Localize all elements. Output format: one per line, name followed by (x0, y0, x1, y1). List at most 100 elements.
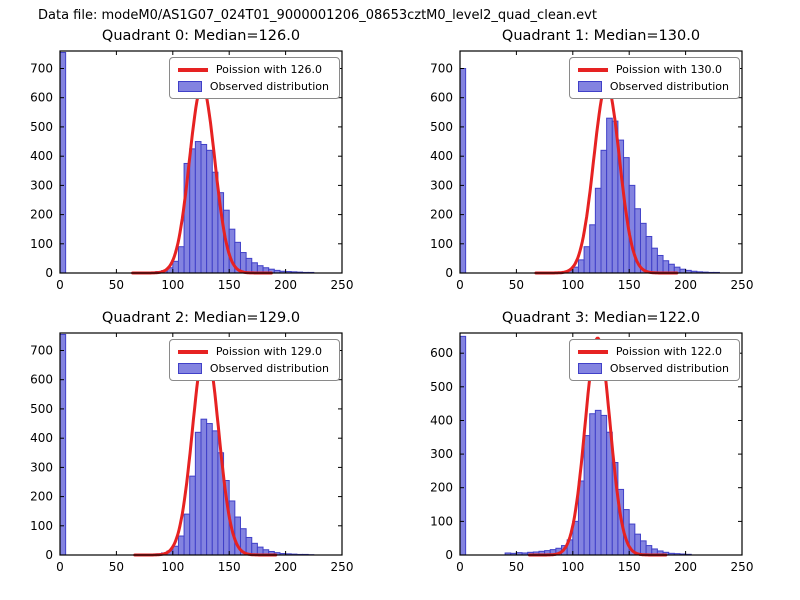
y-axis-ticks (460, 352, 742, 556)
svg-text:700: 700 (30, 62, 53, 76)
plot-canvas: 0 50 100 150 200 250 0 100 200 300 400 500 600 (400, 329, 760, 581)
svg-text:150: 150 (618, 560, 641, 574)
svg-text:300: 300 (430, 178, 453, 192)
svg-text:400: 400 (30, 431, 53, 445)
svg-text:0: 0 (56, 278, 64, 292)
legend-entry-histogram: Observed distribution (177, 80, 329, 93)
legend-entry-histogram: Observed distribution (177, 362, 329, 375)
legend-label: Poission with 122.0 (615, 345, 722, 358)
curve-line-swatch (577, 349, 608, 354)
svg-text:0: 0 (456, 560, 464, 574)
svg-text:100: 100 (430, 514, 453, 528)
legend-entry-histogram: Observed distribution (577, 80, 729, 93)
plot-area: 0 50 100 150 200 250 0 100 200 300 400 500 600 700 Po… (0, 329, 360, 581)
histogram-patch-swatch (577, 363, 602, 374)
x-axis-labels: 0 50 100 150 200 250 (456, 560, 753, 574)
x-axis-ticks (459, 333, 743, 555)
legend-label: Poission with 130.0 (615, 63, 722, 76)
legend: Poission with 129.0 Observed distributio… (168, 339, 340, 381)
svg-text:600: 600 (430, 346, 453, 360)
x-axis-labels: 0 50 100 150 200 250 (456, 278, 753, 292)
legend-entry-curve: Poission with 126.0 (177, 63, 329, 76)
svg-text:250: 250 (331, 278, 354, 292)
svg-text:700: 700 (430, 62, 453, 76)
plot-canvas: 0 50 100 150 200 250 0 100 200 300 400 500 600 700 (0, 329, 360, 581)
svg-text:200: 200 (30, 490, 53, 504)
svg-text:250: 250 (731, 278, 754, 292)
axes-frame (459, 50, 743, 274)
legend-label: Poission with 126.0 (215, 63, 322, 76)
y-axis-labels: 0 100 200 300 400 500 600 700 (30, 344, 53, 563)
y-axis-labels: 0 100 200 300 400 500 600 (430, 346, 453, 562)
svg-text:50: 50 (509, 278, 524, 292)
subplot-quadrant-0: Quadrant 0: Median=126.0 0 50 100 150 200 250… (0, 25, 400, 299)
figure-title: Data file: modeM0/AS1G07_024T01_90000012… (38, 8, 597, 23)
svg-text:250: 250 (731, 560, 754, 574)
legend-label: Observed distribution (209, 362, 329, 375)
legend-entry-curve: Poission with 122.0 (577, 345, 729, 358)
svg-text:400: 400 (30, 149, 53, 163)
x-axis-ticks (59, 51, 343, 273)
legend-entry-curve: Poission with 129.0 (177, 345, 329, 358)
svg-text:100: 100 (30, 519, 53, 533)
svg-text:600: 600 (30, 91, 53, 105)
svg-text:200: 200 (30, 208, 53, 222)
svg-text:0: 0 (56, 560, 64, 574)
svg-text:50: 50 (109, 560, 124, 574)
legend-label: Observed distribution (209, 80, 329, 93)
svg-text:500: 500 (30, 120, 53, 134)
plot-canvas: 0 50 100 150 200 250 0 100 200 300 400 500 600 700 (400, 47, 760, 299)
svg-text:200: 200 (674, 278, 697, 292)
subplot-quadrant-3: Quadrant 3: Median=122.0 0 50 100 150 200 250… (400, 307, 800, 581)
subplot-title: Quadrant 1: Median=130.0 (501, 28, 701, 44)
legend: Poission with 130.0 Observed distributio… (568, 57, 740, 99)
svg-text:200: 200 (274, 278, 297, 292)
svg-text:0: 0 (445, 266, 453, 280)
svg-text:300: 300 (430, 447, 453, 461)
svg-text:600: 600 (30, 373, 53, 387)
legend: Poission with 126.0 Observed distributio… (168, 57, 340, 99)
histogram-patch-swatch (177, 81, 202, 92)
axes-frame (459, 332, 743, 556)
legend-label: Observed distribution (609, 362, 729, 375)
svg-text:500: 500 (430, 380, 453, 394)
legend-entry-histogram: Observed distribution (577, 362, 729, 375)
svg-text:100: 100 (561, 560, 584, 574)
legend-label: Poission with 129.0 (215, 345, 322, 358)
svg-text:0: 0 (456, 278, 464, 292)
y-axis-ticks (60, 68, 342, 274)
svg-text:100: 100 (161, 278, 184, 292)
svg-text:50: 50 (509, 560, 524, 574)
svg-text:200: 200 (430, 481, 453, 495)
histogram-bars (459, 68, 720, 274)
subplot-title: Quadrant 2: Median=129.0 (101, 310, 301, 326)
subplot-title: Quadrant 0: Median=126.0 (101, 28, 301, 44)
svg-text:0: 0 (45, 266, 53, 280)
svg-text:0: 0 (45, 548, 53, 562)
subplot-quadrant-1: Quadrant 1: Median=130.0 0 50 100 150 200 250… (400, 25, 800, 299)
y-axis-labels: 0 100 200 300 400 500 600 700 (430, 62, 453, 281)
curve-line-swatch (177, 67, 208, 72)
legend-entry-curve: Poission with 130.0 (577, 63, 729, 76)
svg-text:700: 700 (30, 344, 53, 358)
legend: Poission with 122.0 Observed distributio… (568, 339, 740, 381)
svg-text:600: 600 (430, 91, 453, 105)
axes-frame (59, 332, 343, 556)
svg-text:200: 200 (274, 560, 297, 574)
axes-frame (59, 50, 343, 274)
x-axis-ticks (459, 51, 743, 273)
curve-line-swatch (577, 67, 608, 72)
svg-text:150: 150 (218, 560, 241, 574)
svg-text:500: 500 (30, 402, 53, 416)
svg-text:150: 150 (218, 278, 241, 292)
histogram-patch-swatch (177, 363, 202, 374)
svg-text:100: 100 (561, 278, 584, 292)
svg-text:500: 500 (430, 120, 453, 134)
svg-text:200: 200 (674, 560, 697, 574)
svg-text:50: 50 (109, 278, 124, 292)
x-axis-labels: 0 50 100 150 200 250 (56, 560, 353, 574)
svg-text:400: 400 (430, 149, 453, 163)
svg-text:300: 300 (30, 460, 53, 474)
subplot-quadrant-2: Quadrant 2: Median=129.0 0 50 100 150 200 250… (0, 307, 400, 581)
svg-text:0: 0 (445, 548, 453, 562)
